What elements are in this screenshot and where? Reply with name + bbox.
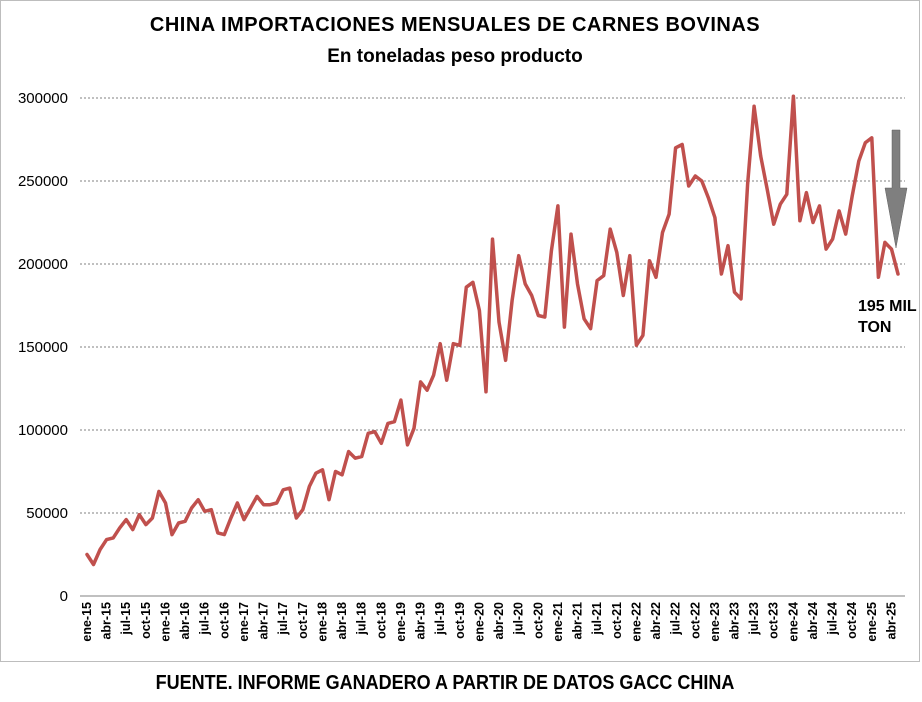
x-tick-label: ene-25 — [865, 602, 879, 642]
x-tick-label: ene-24 — [786, 602, 800, 642]
y-tick-label: 100000 — [18, 422, 68, 439]
annotation-label: 195 MIL TON — [858, 298, 917, 336]
y-tick-label: 0 — [60, 588, 68, 605]
x-tick-label: ene-19 — [394, 602, 408, 642]
x-tick-label: ene-18 — [315, 602, 329, 642]
x-tick-label: oct-15 — [139, 602, 153, 639]
x-tick-label: abr-21 — [571, 602, 585, 640]
x-tick-label: oct-19 — [453, 602, 467, 639]
x-tick-label: ene-20 — [472, 602, 486, 642]
x-tick-label: ene-15 — [80, 602, 94, 642]
x-tick-label: jul-23 — [747, 602, 761, 636]
x-tick-label: ene-21 — [551, 602, 565, 642]
source-note: FUENTE. INFORME GANADERO A PARTIR DE DAT… — [155, 672, 735, 694]
down-arrow-icon — [884, 129, 908, 249]
down-arrow-icon-shape — [884, 129, 908, 249]
x-tick-label: oct-23 — [767, 602, 781, 639]
y-tick-label: 50000 — [26, 505, 68, 522]
y-tick-label: 200000 — [18, 256, 68, 273]
x-tick-label: jul-16 — [198, 602, 212, 636]
x-tick-label: oct-21 — [610, 602, 624, 639]
x-tick-label: oct-20 — [531, 602, 545, 639]
x-tick-label: jul-17 — [276, 602, 290, 636]
x-tick-label: abr-15 — [100, 602, 114, 640]
x-axis-ticks: ene-15 abr-15 jul-15 oct-15 ene-16 abr-16 jul-… — [80, 602, 898, 642]
x-tick-label: abr-20 — [492, 602, 506, 640]
x-tick-label: abr-24 — [806, 602, 820, 640]
series-line — [85, 94, 900, 567]
y-tick-label: 250000 — [18, 173, 68, 190]
x-tick-label: oct-17 — [296, 602, 310, 639]
y-tick-label: 150000 — [18, 339, 68, 356]
x-tick-label: oct-22 — [688, 602, 702, 639]
x-tick-label: jul-20 — [512, 602, 526, 636]
x-tick-label: jul-22 — [669, 602, 683, 636]
x-tick-label: abr-19 — [414, 602, 428, 640]
x-tick-label: oct-16 — [217, 602, 231, 639]
x-tick-label: jul-15 — [119, 602, 133, 636]
x-tick-label: abr-22 — [649, 602, 663, 640]
x-tick-label: jul-21 — [590, 602, 604, 636]
x-tick-label: jul-19 — [433, 602, 447, 636]
y-tick-label: 300000 — [18, 90, 68, 107]
x-tick-label: ene-23 — [708, 602, 722, 642]
x-tick-label: ene-17 — [237, 602, 251, 642]
line-chart: 0 50000 100000 150000 200000 250000 300000 ene… — [18, 90, 908, 642]
x-tick-label: ene-16 — [158, 602, 172, 642]
x-tick-label: ene-22 — [629, 602, 643, 642]
x-tick-label: oct-24 — [845, 602, 859, 639]
chart-frame — [0, 0, 920, 662]
chart-subtitle: En toneladas peso producto — [327, 46, 583, 67]
x-tick-label: abr-25 — [884, 602, 898, 640]
x-tick-label: abr-16 — [178, 602, 192, 640]
x-tick-label: abr-18 — [335, 602, 349, 640]
x-tick-label: abr-23 — [727, 602, 741, 640]
y-axis-ticks: 0 50000 100000 150000 200000 250000 300000 — [18, 90, 68, 605]
x-tick-label: oct-18 — [374, 602, 388, 639]
x-tick-label: jul-24 — [826, 602, 840, 636]
x-tick-label: abr-17 — [257, 602, 271, 640]
chart-title: CHINA IMPORTACIONES MENSUALES DE CARNES … — [149, 14, 761, 36]
x-tick-label: jul-18 — [355, 602, 369, 636]
gridlines — [80, 97, 905, 514]
